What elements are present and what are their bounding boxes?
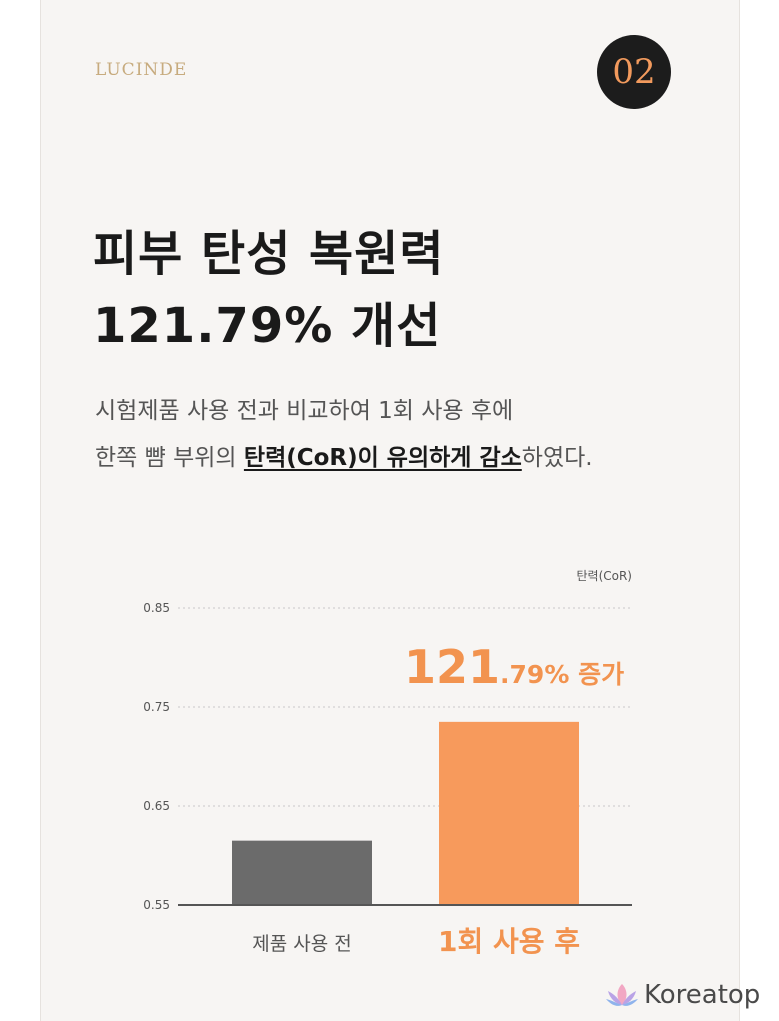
watermark-text: Koreatop — [644, 980, 761, 1010]
y-tick-label: 0.65 — [143, 799, 170, 813]
bar-2 — [439, 721, 579, 905]
brand-logo: LUCINDE — [95, 60, 188, 80]
description: 시험제품 사용 전과 비교하여 1회 사용 후에 한쪽 뺨 부위의 탄력(CoR… — [95, 388, 593, 482]
chart-svg: 탄력(CoR) 0.55 0.65 0.75 0.85 제품 사용 전 1회 사용 후 121… — [143, 569, 632, 958]
page-title: 피부 탄성 복원력 121.79% 개선 — [93, 218, 445, 362]
category-label-2: 1회 사용 후 — [438, 925, 580, 958]
content-card — [40, 0, 740, 1021]
increase-annotation: 121.79% 증가 — [404, 640, 624, 694]
description-line-2: 한쪽 뺨 부위의 탄력(CoR)이 유의하게 감소하였다. — [95, 435, 593, 482]
page-number-badge: 02 — [597, 35, 671, 109]
title-line-2: 121.79% 개선 — [93, 298, 442, 354]
annotation-small: .79% 증가 — [500, 660, 624, 689]
y-axis-label: 탄력(CoR) — [576, 569, 632, 583]
description-line-1: 시험제품 사용 전과 비교하여 1회 사용 후에 — [95, 398, 514, 424]
y-tick-label: 0.55 — [143, 898, 170, 912]
elasticity-chart: 탄력(CoR) 0.55 0.65 0.75 0.85 제품 사용 전 1회 사용 후 121… — [0, 560, 779, 960]
y-tick-label: 0.85 — [143, 601, 170, 615]
category-label-1: 제품 사용 전 — [252, 933, 351, 955]
page-number: 02 — [612, 52, 656, 92]
description-line-2-start: 한쪽 뺨 부위의 — [95, 445, 244, 471]
annotation-big: 121 — [404, 640, 500, 694]
title-line-1: 피부 탄성 복원력 — [93, 226, 445, 282]
lotus-icon — [606, 984, 638, 1006]
bar-1 — [232, 840, 372, 905]
description-line-2-end: 하였다. — [521, 445, 593, 471]
y-tick-label: 0.75 — [143, 700, 170, 714]
description-emphasis: 탄력(CoR)이 유의하게 감소 — [243, 445, 522, 471]
watermark: Koreatop — [604, 980, 760, 1010]
